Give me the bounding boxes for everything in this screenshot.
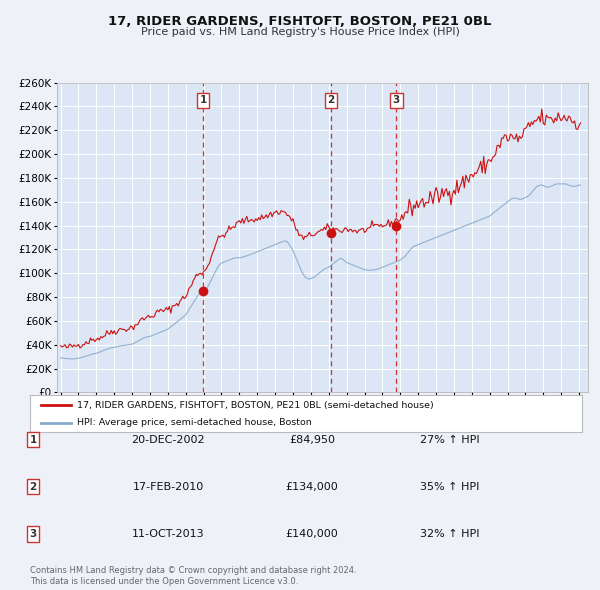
Text: 20-DEC-2002: 20-DEC-2002 <box>131 435 205 444</box>
Text: £84,950: £84,950 <box>289 435 335 444</box>
Text: Contains HM Land Registry data © Crown copyright and database right 2024.
This d: Contains HM Land Registry data © Crown c… <box>30 566 356 586</box>
Text: 35% ↑ HPI: 35% ↑ HPI <box>420 482 479 491</box>
Text: HPI: Average price, semi-detached house, Boston: HPI: Average price, semi-detached house,… <box>77 418 311 427</box>
Text: 17, RIDER GARDENS, FISHTOFT, BOSTON, PE21 0BL: 17, RIDER GARDENS, FISHTOFT, BOSTON, PE2… <box>108 15 492 28</box>
Text: 1: 1 <box>29 435 37 444</box>
Text: 2: 2 <box>29 482 37 491</box>
Text: 17-FEB-2010: 17-FEB-2010 <box>133 482 203 491</box>
Text: 27% ↑ HPI: 27% ↑ HPI <box>420 435 479 444</box>
Text: 1: 1 <box>199 96 206 106</box>
Text: 17, RIDER GARDENS, FISHTOFT, BOSTON, PE21 0BL (semi-detached house): 17, RIDER GARDENS, FISHTOFT, BOSTON, PE2… <box>77 401 434 409</box>
Text: 3: 3 <box>393 96 400 106</box>
Text: £140,000: £140,000 <box>286 529 338 539</box>
Text: Price paid vs. HM Land Registry's House Price Index (HPI): Price paid vs. HM Land Registry's House … <box>140 27 460 37</box>
Text: 11-OCT-2013: 11-OCT-2013 <box>131 529 205 539</box>
Text: £134,000: £134,000 <box>286 482 338 491</box>
Text: 32% ↑ HPI: 32% ↑ HPI <box>420 529 479 539</box>
Text: 3: 3 <box>29 529 37 539</box>
Text: 2: 2 <box>327 96 335 106</box>
